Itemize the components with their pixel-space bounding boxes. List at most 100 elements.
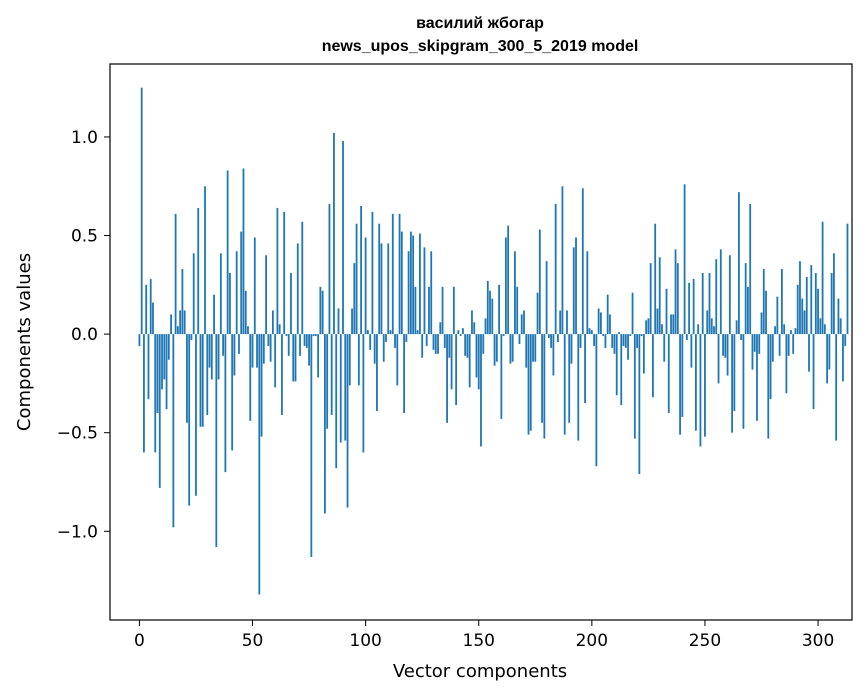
bar <box>174 213 177 335</box>
bar <box>188 334 191 506</box>
bar <box>525 334 528 368</box>
bar <box>190 334 193 341</box>
bar <box>661 324 663 335</box>
bar <box>285 334 288 337</box>
bar <box>819 318 822 335</box>
bar <box>262 334 265 364</box>
bar <box>326 334 329 429</box>
x-tick-label: 100 <box>349 631 381 651</box>
bar <box>502 334 505 337</box>
bar <box>321 290 324 335</box>
bar <box>595 334 598 467</box>
bar <box>842 334 844 382</box>
bar <box>796 284 799 335</box>
bar <box>527 334 530 435</box>
bar <box>701 272 704 335</box>
bar <box>471 310 473 335</box>
bar <box>210 334 213 380</box>
y-axis-label: Components values <box>14 253 35 431</box>
bar <box>735 320 738 335</box>
bar <box>609 314 611 335</box>
bar <box>633 334 636 439</box>
bar <box>810 265 813 335</box>
bar <box>765 290 767 335</box>
bar <box>161 334 163 390</box>
bar <box>835 334 838 441</box>
bar <box>563 334 566 435</box>
bar <box>303 334 306 346</box>
bar <box>360 205 363 335</box>
bar <box>663 334 666 362</box>
bar <box>179 310 182 335</box>
bar <box>708 272 711 335</box>
bar <box>378 223 381 335</box>
bar <box>767 334 770 439</box>
bar <box>590 330 593 335</box>
bar <box>624 334 627 348</box>
bar <box>830 272 833 335</box>
y-axis-ticks: 1.0 0.5 0.0 −0.5 −1.0 <box>57 128 110 542</box>
bar <box>357 334 360 386</box>
bar <box>389 330 392 335</box>
bar <box>486 280 489 335</box>
bar <box>543 334 546 439</box>
bar <box>192 253 195 335</box>
bar <box>441 286 444 335</box>
bar <box>468 334 471 388</box>
bar <box>143 334 145 453</box>
bar <box>140 87 143 335</box>
bar <box>373 334 376 364</box>
bar <box>204 186 206 335</box>
bar <box>588 328 591 335</box>
bar <box>681 334 684 417</box>
y-tick-label: 1.0 <box>71 128 98 148</box>
bar <box>170 314 172 335</box>
bar <box>312 334 315 337</box>
bar <box>335 334 338 469</box>
bar <box>504 237 507 335</box>
bar <box>722 334 724 356</box>
bar <box>516 286 519 335</box>
bar <box>839 318 842 335</box>
bar <box>400 231 403 335</box>
bar <box>333 133 335 335</box>
bar <box>593 334 596 346</box>
bar <box>520 314 523 335</box>
bar <box>742 334 745 429</box>
bar <box>618 332 620 335</box>
bar <box>222 334 225 356</box>
bar <box>672 314 675 335</box>
bar <box>604 334 607 348</box>
bar <box>529 334 532 431</box>
bar <box>523 310 525 335</box>
chart-title-line1: василий жбогар <box>416 15 544 32</box>
bar <box>165 334 168 410</box>
bar <box>195 334 197 496</box>
bar <box>620 334 623 406</box>
bar <box>615 334 618 396</box>
bar <box>249 334 252 421</box>
x-tick-label: 200 <box>576 631 608 651</box>
bar <box>744 263 747 335</box>
bar <box>425 334 428 346</box>
bar <box>690 334 693 368</box>
bar <box>432 334 435 350</box>
bar <box>568 334 571 423</box>
bar <box>208 334 211 368</box>
bar <box>462 328 464 335</box>
bar <box>509 334 512 364</box>
bar <box>235 251 238 335</box>
bar <box>256 334 258 368</box>
bar <box>215 334 218 548</box>
bar <box>380 243 383 335</box>
bar <box>421 334 424 358</box>
bar <box>281 334 283 415</box>
bar <box>780 269 783 335</box>
bar <box>482 334 485 354</box>
bar <box>579 334 582 348</box>
bar <box>557 334 559 342</box>
bar <box>833 253 835 335</box>
bar <box>511 334 514 362</box>
bar <box>787 334 790 356</box>
bar <box>167 334 170 360</box>
